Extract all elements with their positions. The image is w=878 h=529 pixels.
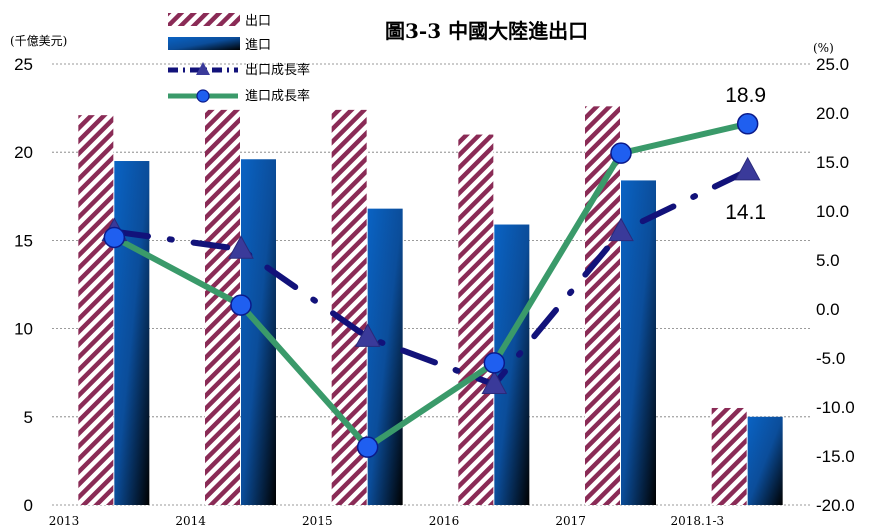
- bar-import: [114, 161, 150, 505]
- data-labels: 18.9 14.1: [725, 84, 766, 224]
- y-left-tick-label: 25: [14, 55, 33, 74]
- bar-import: [747, 416, 783, 505]
- marker-import-growth: [736, 113, 759, 135]
- marker-import-growth: [610, 142, 632, 164]
- legend-marker-export-growth: [196, 62, 210, 75]
- x-tick-label: 2015: [302, 514, 333, 528]
- y-right-tick-label: 15.0: [816, 153, 849, 172]
- bar-import: [241, 159, 276, 506]
- marker-export-growth: [734, 156, 761, 181]
- y-right-tick-label: 25.0: [816, 55, 849, 74]
- y-right-tick-label: -20.0: [816, 496, 855, 515]
- bar-import: [367, 208, 403, 505]
- y-right-tick-label: -15.0: [816, 447, 855, 466]
- data-label-export-growth: 14.1: [725, 201, 766, 224]
- y-right-tick-label: 10.0: [816, 202, 849, 221]
- marker-import-growth: [483, 352, 506, 374]
- marker-export-growth: [481, 370, 508, 394]
- marker-import-growth: [356, 436, 379, 458]
- y-right-tick-label: 5.0: [816, 251, 840, 270]
- lines: [101, 113, 761, 458]
- marker-export-growth: [608, 217, 634, 242]
- line-export-growth: [111, 167, 751, 388]
- x-tick-label: 2017: [555, 514, 586, 528]
- bar-export: [78, 115, 114, 505]
- left-axis-unit: (千億美元): [10, 34, 67, 48]
- y-left-tick-label: 10: [14, 320, 33, 339]
- marker-export-growth: [354, 323, 381, 347]
- legend-label-export-growth: 出口成長率: [245, 62, 310, 78]
- data-label-import-growth: 18.9: [725, 84, 766, 107]
- y-right-tick-label: 0.0: [816, 300, 840, 319]
- bar-export: [458, 134, 494, 505]
- legend-marker-import-growth: [196, 89, 210, 103]
- bar-export: [711, 407, 747, 505]
- y-left-tick-label: 15: [14, 231, 33, 250]
- chart-title: 圖3-3 中國大陸進出口: [385, 19, 588, 43]
- x-tick-label: 2014: [175, 514, 206, 528]
- legend-label-import-growth: 進口成長率: [245, 88, 310, 104]
- bar-export: [585, 106, 620, 505]
- legend-label-import: 進口: [245, 38, 271, 53]
- y-left-tick-label: 5: [24, 408, 33, 427]
- legend: 出口 進口 出口成長率 進口成長率: [168, 13, 310, 104]
- marker-export-growth: [228, 235, 254, 259]
- x-tick-label: 2013: [49, 514, 80, 528]
- y-left-tick-label: 20: [14, 143, 33, 162]
- bars: [78, 106, 783, 506]
- x-tick-label: 2016: [429, 514, 460, 528]
- line-import-growth: [112, 120, 749, 451]
- y-right-tick-label: -5.0: [816, 349, 845, 368]
- marker-import-growth: [103, 226, 126, 249]
- right-axis-unit: (%): [813, 41, 834, 55]
- y-right-tick-label: -10.0: [816, 398, 855, 417]
- x-tick-label: 2018.1-3: [670, 514, 724, 528]
- gridlines: [52, 63, 812, 506]
- axes: 0 5 10 15 20 25 -20.0 -15.0 -10.0 -5.0 0.0 5.0 10.0 1…: [14, 55, 855, 528]
- y-right-tick-label: 20.0: [816, 104, 849, 123]
- marker-import-growth: [230, 294, 252, 316]
- legend-label-export: 出口: [245, 14, 271, 29]
- y-left-tick-label: 0: [24, 496, 33, 515]
- legend-swatch-export: [168, 13, 240, 26]
- legend-swatch-import: [168, 37, 240, 50]
